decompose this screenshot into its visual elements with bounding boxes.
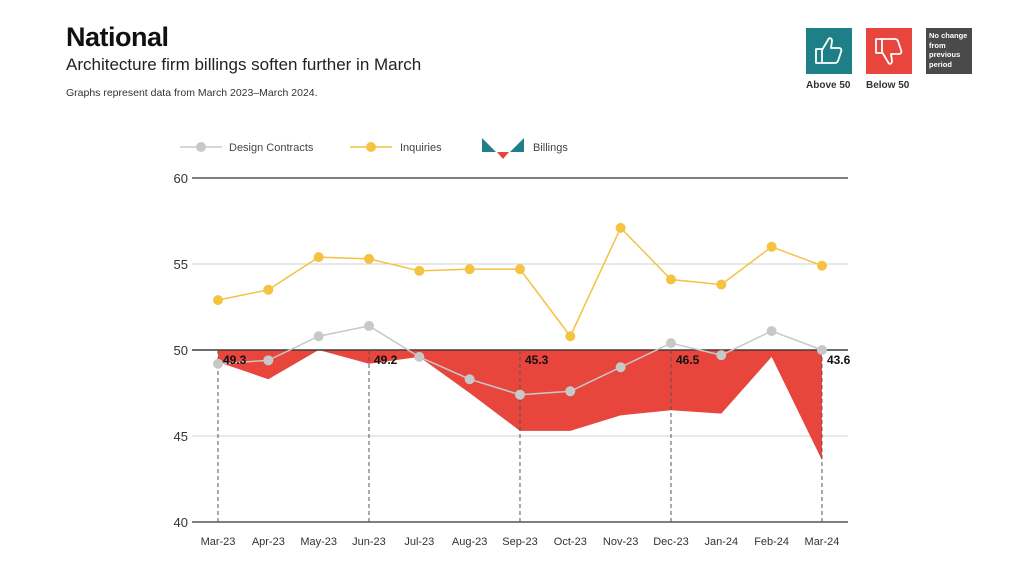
x-tick-label: Jun-23	[352, 536, 386, 548]
point-design-contracts-Dec-23	[665, 338, 676, 349]
x-tick-label: Nov-23	[603, 536, 638, 548]
point-design-contracts-Jan-24	[716, 350, 727, 361]
point-inquiries-Dec-23	[665, 274, 676, 285]
x-tick-label: May-23	[300, 536, 337, 548]
point-inquiries-Feb-24	[766, 241, 777, 252]
thumbs-down-icon	[866, 28, 912, 74]
legend-design-contracts-label: Design Contracts	[229, 142, 314, 154]
page-subtitle: Architecture firm billings soften furthe…	[66, 55, 422, 74]
point-inquiries-Jul-23	[414, 265, 425, 276]
x-tick-label: Jul-23	[404, 536, 434, 548]
legend-inquiries-label: Inquiries	[400, 142, 442, 154]
point-design-contracts-Mar-24	[816, 345, 827, 355]
y-tick-label: 60	[174, 171, 188, 186]
line-inquiries	[217, 226, 823, 338]
point-design-contracts-Sep-23	[514, 389, 525, 400]
point-design-contracts-May-23	[313, 331, 324, 342]
billings-label-Dec-23: 46.5	[676, 353, 700, 367]
y-tick-label: 50	[174, 343, 188, 358]
point-design-contracts-Apr-23	[263, 355, 274, 366]
point-inquiries-Nov-23	[615, 222, 626, 233]
point-inquiries-May-23	[313, 252, 324, 263]
point-inquiries-Jan-24	[716, 279, 727, 290]
point-inquiries-Mar-23	[213, 295, 223, 306]
y-tick-label: 40	[174, 515, 188, 530]
legend-billings-above-icon-right	[510, 138, 524, 152]
x-tick-label: Jan-24	[704, 536, 738, 548]
point-inquiries-Apr-23	[263, 284, 274, 295]
x-tick-label: Aug-23	[452, 536, 487, 548]
point-inquiries-Sep-23	[514, 264, 525, 275]
x-tick-label: Mar-23	[201, 536, 236, 548]
billings-area	[218, 350, 822, 461]
legend-billings-below-icon	[497, 152, 509, 159]
point-design-contracts-Mar-23	[213, 358, 223, 369]
point-design-contracts-Jul-23	[414, 351, 425, 362]
billings-label-Sep-23: 45.3	[525, 353, 549, 367]
point-design-contracts-Nov-23	[615, 362, 626, 373]
x-tick-label: Dec-23	[653, 536, 688, 548]
below-50-label: Below 50	[866, 80, 910, 91]
billings-label-Jun-23: 49.2	[374, 353, 398, 367]
page-title: National	[66, 22, 169, 52]
legend-design-contracts-marker	[196, 142, 206, 152]
legend-billings-label: Billings	[533, 142, 568, 154]
billings-label-Mar-24: 43.6	[827, 353, 851, 367]
x-tick-label: Mar-24	[805, 536, 840, 548]
point-inquiries-Jun-23	[363, 253, 374, 264]
data-note: Graphs represent data from March 2023–Ma…	[66, 87, 318, 99]
no-change-key: No change from previous period	[926, 28, 972, 74]
y-tick-label: 55	[174, 257, 188, 272]
x-tick-label: Oct-23	[554, 536, 587, 548]
point-design-contracts-Feb-24	[766, 326, 777, 337]
point-inquiries-Aug-23	[464, 264, 475, 275]
above-50-label: Above 50	[806, 80, 851, 91]
y-tick-label: 45	[174, 429, 188, 444]
x-tick-label: Feb-24	[754, 536, 789, 548]
point-inquiries-Oct-23	[565, 331, 576, 342]
point-design-contracts-Oct-23	[565, 386, 576, 397]
point-design-contracts-Jun-23	[363, 320, 374, 331]
x-tick-label: Sep-23	[502, 536, 537, 548]
legend-billings-above-icon	[482, 138, 496, 152]
point-design-contracts-Aug-23	[464, 374, 475, 385]
billings-label-Mar-23: 49.3	[223, 353, 247, 367]
point-inquiries-Mar-24	[816, 260, 827, 271]
legend-inquiries-marker	[366, 142, 376, 152]
x-tick-label: Apr-23	[252, 536, 285, 548]
thumbs-up-icon	[806, 28, 852, 74]
